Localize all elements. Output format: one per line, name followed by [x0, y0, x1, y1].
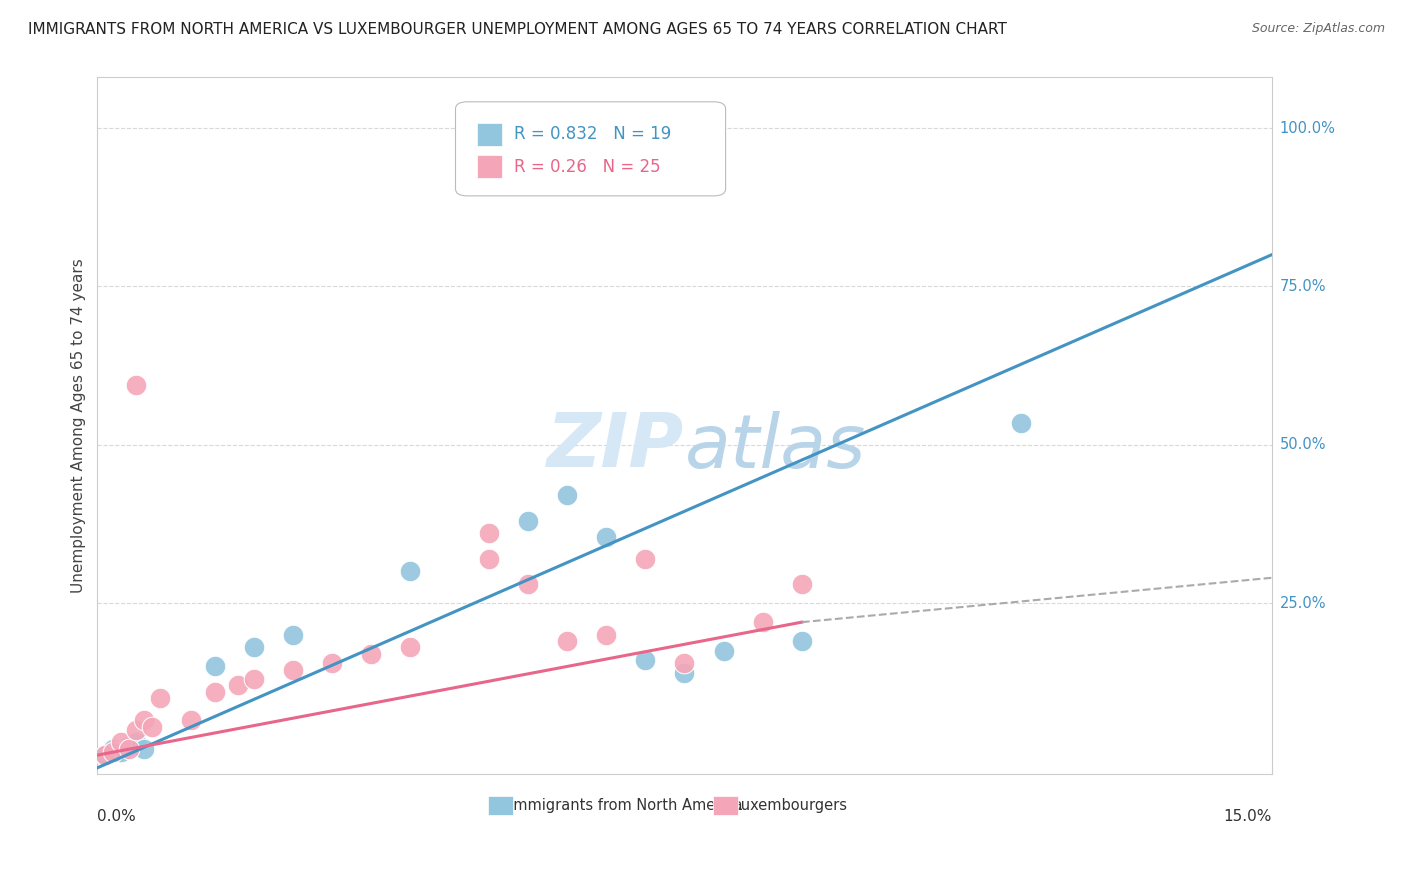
Point [634, 551, 657, 566]
Point [180, 714, 202, 728]
Text: 15.0%: 15.0% [1223, 809, 1271, 824]
Point [110, 745, 132, 759]
Text: R = 0.26   N = 25: R = 0.26 N = 25 [515, 158, 661, 176]
Point [226, 678, 249, 692]
Point [595, 530, 617, 544]
Point [281, 663, 304, 677]
Point [713, 643, 735, 657]
Point [790, 577, 813, 591]
FancyBboxPatch shape [456, 102, 725, 196]
Text: IMMIGRANTS FROM NORTH AMERICA VS LUXEMBOURGER UNEMPLOYMENT AMONG AGES 65 TO 74 Y: IMMIGRANTS FROM NORTH AMERICA VS LUXEMBO… [28, 22, 1007, 37]
Point [204, 659, 226, 673]
Text: Luxembourgers: Luxembourgers [734, 797, 848, 813]
Point [149, 691, 172, 706]
Text: 25.0%: 25.0% [1279, 596, 1326, 611]
Point [94, 748, 117, 763]
Text: 50.0%: 50.0% [1279, 437, 1326, 452]
Point [790, 634, 813, 648]
Point [125, 377, 148, 392]
Bar [477, 123, 502, 145]
Point [94, 748, 117, 763]
Text: 0.0%: 0.0% [97, 809, 136, 824]
Point [243, 640, 266, 655]
Point [650, 121, 672, 136]
Y-axis label: Unemployment Among Ages 65 to 74 years: Unemployment Among Ages 65 to 74 years [72, 259, 86, 593]
Point [101, 741, 124, 756]
Point [478, 551, 501, 566]
Point [478, 526, 501, 541]
Text: Immigrants from North America: Immigrants from North America [509, 797, 742, 813]
Point [101, 745, 124, 759]
Point [118, 741, 141, 756]
Point [673, 665, 696, 680]
Point [321, 657, 343, 671]
Point [595, 628, 617, 642]
Point [555, 634, 578, 648]
Text: ZIP: ZIP [547, 410, 685, 483]
Point [204, 685, 226, 699]
Point [360, 647, 382, 661]
Point [516, 514, 538, 528]
Bar [477, 155, 502, 178]
Point [125, 735, 148, 749]
Point [555, 488, 578, 502]
Point [399, 565, 422, 579]
Point [118, 739, 141, 753]
Point [673, 657, 696, 671]
Point [1010, 416, 1032, 430]
Point [141, 720, 163, 734]
Point [134, 714, 156, 728]
Point [516, 577, 538, 591]
Text: R = 0.832   N = 19: R = 0.832 N = 19 [515, 125, 672, 144]
Text: atlas: atlas [685, 410, 866, 483]
Point [125, 723, 148, 737]
Text: Source: ZipAtlas.com: Source: ZipAtlas.com [1251, 22, 1385, 36]
Point [752, 615, 775, 629]
Point [134, 741, 156, 756]
Point [243, 672, 266, 686]
Point [399, 640, 422, 655]
Text: 100.0%: 100.0% [1279, 120, 1336, 136]
Point [110, 735, 132, 749]
Point [281, 628, 304, 642]
Point [634, 653, 657, 667]
Text: 75.0%: 75.0% [1279, 279, 1326, 294]
